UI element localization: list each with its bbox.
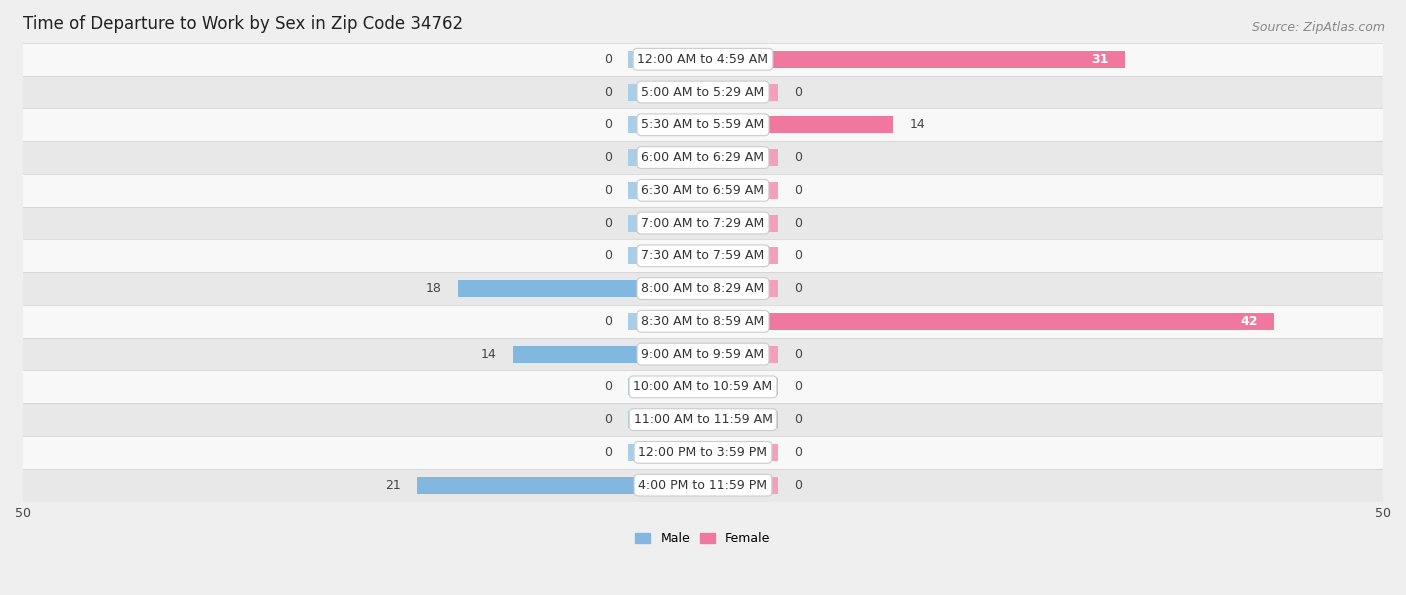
Bar [703, 215, 778, 231]
Text: 7:30 AM to 7:59 AM: 7:30 AM to 7:59 AM [641, 249, 765, 262]
Text: 0: 0 [605, 184, 612, 197]
Text: 0: 0 [605, 86, 612, 99]
Text: 4:00 PM to 11:59 PM: 4:00 PM to 11:59 PM [638, 478, 768, 491]
Text: 9:00 AM to 9:59 AM: 9:00 AM to 9:59 AM [641, 347, 765, 361]
Text: 0: 0 [794, 151, 801, 164]
Bar [22, 43, 1384, 76]
Text: 7:00 AM to 7:29 AM: 7:00 AM to 7:29 AM [641, 217, 765, 230]
Text: 5:30 AM to 5:59 AM: 5:30 AM to 5:59 AM [641, 118, 765, 131]
Bar [703, 83, 778, 101]
Bar [628, 149, 703, 166]
Bar [22, 206, 1384, 239]
Bar [22, 305, 1384, 338]
Text: 8:30 AM to 8:59 AM: 8:30 AM to 8:59 AM [641, 315, 765, 328]
Bar [628, 215, 703, 231]
Text: 0: 0 [605, 249, 612, 262]
Bar [22, 371, 1384, 403]
Text: 0: 0 [794, 446, 801, 459]
Text: 0: 0 [605, 151, 612, 164]
Bar [22, 469, 1384, 502]
Bar [22, 272, 1384, 305]
Bar [628, 248, 703, 264]
Text: 0: 0 [794, 282, 801, 295]
Bar [628, 313, 703, 330]
Bar [22, 174, 1384, 206]
Legend: Male, Female: Male, Female [630, 527, 776, 550]
Bar [703, 149, 778, 166]
Text: 0: 0 [794, 249, 801, 262]
Bar [703, 280, 778, 297]
Text: 6:30 AM to 6:59 AM: 6:30 AM to 6:59 AM [641, 184, 765, 197]
Text: 0: 0 [605, 413, 612, 426]
Bar [458, 280, 703, 297]
Text: 0: 0 [794, 413, 801, 426]
Bar [703, 411, 778, 428]
Bar [628, 444, 703, 461]
Bar [628, 411, 703, 428]
Bar [703, 182, 778, 199]
Text: 0: 0 [794, 184, 801, 197]
Text: 0: 0 [605, 118, 612, 131]
Bar [628, 83, 703, 101]
Bar [703, 313, 1274, 330]
Bar [22, 403, 1384, 436]
Text: 0: 0 [605, 53, 612, 66]
Text: 0: 0 [794, 380, 801, 393]
Bar [703, 248, 778, 264]
Text: 12:00 PM to 3:59 PM: 12:00 PM to 3:59 PM [638, 446, 768, 459]
Bar [513, 346, 703, 362]
Text: 0: 0 [605, 217, 612, 230]
Bar [703, 477, 778, 494]
Text: Time of Departure to Work by Sex in Zip Code 34762: Time of Departure to Work by Sex in Zip … [22, 15, 463, 33]
Text: 14: 14 [910, 118, 925, 131]
Bar [22, 141, 1384, 174]
Text: 10:00 AM to 10:59 AM: 10:00 AM to 10:59 AM [634, 380, 772, 393]
Bar [703, 346, 778, 362]
Text: 8:00 AM to 8:29 AM: 8:00 AM to 8:29 AM [641, 282, 765, 295]
Text: 14: 14 [481, 347, 496, 361]
Text: 5:00 AM to 5:29 AM: 5:00 AM to 5:29 AM [641, 86, 765, 99]
Bar [703, 116, 893, 133]
Bar [703, 51, 1125, 68]
Bar [628, 378, 703, 396]
Text: 0: 0 [794, 347, 801, 361]
Bar [22, 76, 1384, 108]
Text: 18: 18 [426, 282, 441, 295]
Text: 21: 21 [385, 478, 401, 491]
Bar [22, 239, 1384, 272]
Text: 0: 0 [605, 315, 612, 328]
Bar [628, 182, 703, 199]
Text: 12:00 AM to 4:59 AM: 12:00 AM to 4:59 AM [637, 53, 769, 66]
Bar [22, 436, 1384, 469]
Bar [703, 378, 778, 396]
Text: 0: 0 [605, 380, 612, 393]
Text: 0: 0 [794, 86, 801, 99]
Bar [22, 338, 1384, 371]
Text: 0: 0 [605, 446, 612, 459]
Bar [703, 444, 778, 461]
Bar [628, 116, 703, 133]
Bar [22, 108, 1384, 141]
Text: 6:00 AM to 6:29 AM: 6:00 AM to 6:29 AM [641, 151, 765, 164]
Text: 0: 0 [794, 478, 801, 491]
Bar [628, 51, 703, 68]
Text: Source: ZipAtlas.com: Source: ZipAtlas.com [1251, 21, 1385, 34]
Text: 31: 31 [1091, 53, 1108, 66]
Text: 0: 0 [794, 217, 801, 230]
Bar [418, 477, 703, 494]
Text: 42: 42 [1240, 315, 1258, 328]
Text: 11:00 AM to 11:59 AM: 11:00 AM to 11:59 AM [634, 413, 772, 426]
